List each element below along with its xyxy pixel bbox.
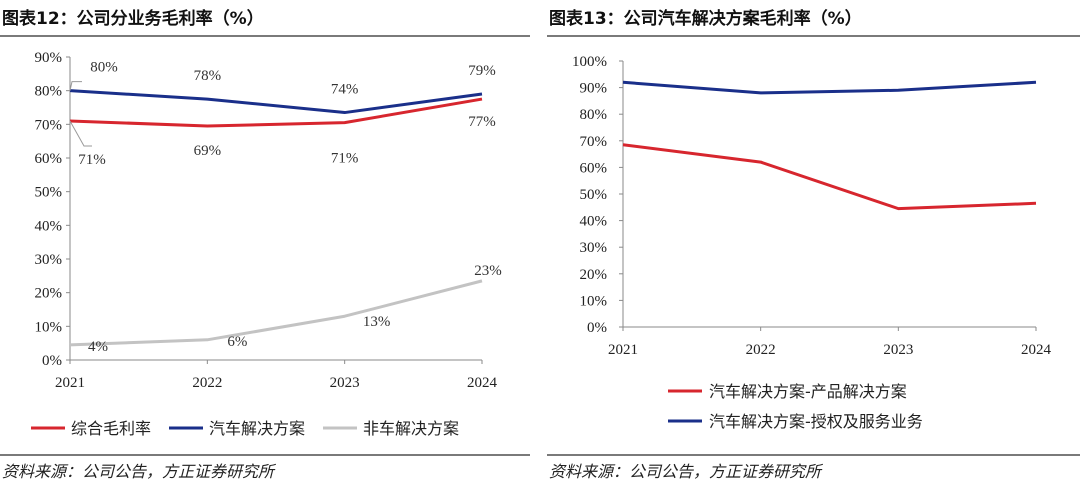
- chart-title: 图表12：公司分业务毛利率（%）: [2, 9, 264, 29]
- y-tick-label: 30%: [580, 240, 608, 256]
- x-tick-label: 2022: [192, 375, 222, 391]
- source-note: 资料来源：公司公告，方正证券研究所: [2, 462, 275, 481]
- x-tick-label: 2022: [746, 342, 776, 358]
- y-tick-label: 20%: [35, 286, 63, 302]
- data-label: 69%: [194, 143, 222, 159]
- source-divider: [547, 454, 1080, 456]
- y-tick-label: 60%: [35, 151, 63, 167]
- y-tick-label: 50%: [35, 185, 63, 201]
- y-tick-label: 100%: [572, 54, 607, 70]
- data-label: 71%: [78, 152, 106, 168]
- y-tick-label: 50%: [580, 187, 608, 203]
- series-line: [69, 279, 483, 347]
- data-label: 23%: [474, 263, 502, 279]
- label-leader-line: [69, 120, 92, 147]
- title-divider: [547, 35, 1080, 37]
- legend-label: 非车解决方案: [363, 419, 459, 438]
- auto-solution-gross-margin-chart: 0% 10% 20% 30% 40% 50% 60% 70% 80% 90% 100% 2021 202…: [572, 54, 1052, 431]
- y-tick-label: 90%: [580, 81, 608, 97]
- gross-margin-by-business-chart: 0% 10% 20% 30% 40% 50% 60% 70% 80% 90% 2021 2022 202…: [31, 50, 502, 438]
- data-label: 78%: [194, 68, 222, 84]
- x-tick-label: 2024: [467, 375, 498, 391]
- chart-panel-left: 图表12：公司分业务毛利率（%） 0% 10% 20% 30% 40% 50% 60% 70%…: [0, 0, 530, 482]
- series-line: [622, 80, 1037, 95]
- data-label: 74%: [331, 82, 359, 98]
- data-label: 79%: [468, 63, 496, 79]
- data-label: 13%: [363, 314, 391, 330]
- y-tick-label: 20%: [580, 267, 608, 283]
- x-tick-label: 2021: [608, 342, 638, 358]
- source-note: 资料来源：公司公告，方正证券研究所: [549, 462, 822, 481]
- y-tick-label: 80%: [35, 84, 63, 100]
- y-tick-label: 40%: [580, 214, 608, 230]
- y-tick-label: 60%: [580, 160, 608, 176]
- legend-label: 汽车解决方案: [209, 419, 305, 438]
- legend-label: 综合毛利率: [71, 419, 151, 438]
- y-tick-label: 70%: [580, 134, 608, 150]
- y-tick-label: 80%: [580, 107, 608, 123]
- series-line: [69, 89, 483, 115]
- label-leader-line: [69, 81, 82, 91]
- y-tick-label: 90%: [35, 50, 63, 66]
- data-label: 6%: [227, 334, 247, 350]
- title-divider: [0, 35, 530, 37]
- y-tick-label: 10%: [580, 293, 608, 309]
- chart-title: 图表13：公司汽车解决方案毛利率（%）: [549, 9, 862, 29]
- x-tick-label: 2024: [1021, 342, 1052, 358]
- legend-label: 汽车解决方案-授权及服务业务: [709, 412, 923, 431]
- y-tick-label: 30%: [35, 252, 63, 268]
- data-label: 71%: [331, 151, 359, 167]
- y-tick-label: 70%: [35, 117, 63, 133]
- data-label: 80%: [90, 60, 118, 76]
- data-label: 4%: [88, 339, 108, 355]
- y-tick-label: 10%: [35, 319, 63, 335]
- x-tick-label: 2023: [330, 375, 360, 391]
- y-tick-label: 0%: [587, 320, 607, 336]
- y-tick-label: 0%: [42, 353, 62, 369]
- y-tick-label: 40%: [35, 218, 63, 234]
- chart-panel-right: 图表13：公司汽车解决方案毛利率（%） 0% 10% 20% 30% 40% 50% 60%…: [547, 0, 1080, 482]
- source-divider: [0, 454, 530, 456]
- legend-label: 汽车解决方案-产品解决方案: [709, 382, 907, 401]
- series-line: [622, 143, 1037, 211]
- x-tick-label: 2021: [55, 375, 85, 391]
- x-tick-label: 2023: [883, 342, 913, 358]
- data-label: 77%: [468, 114, 496, 130]
- series-line: [69, 97, 483, 128]
